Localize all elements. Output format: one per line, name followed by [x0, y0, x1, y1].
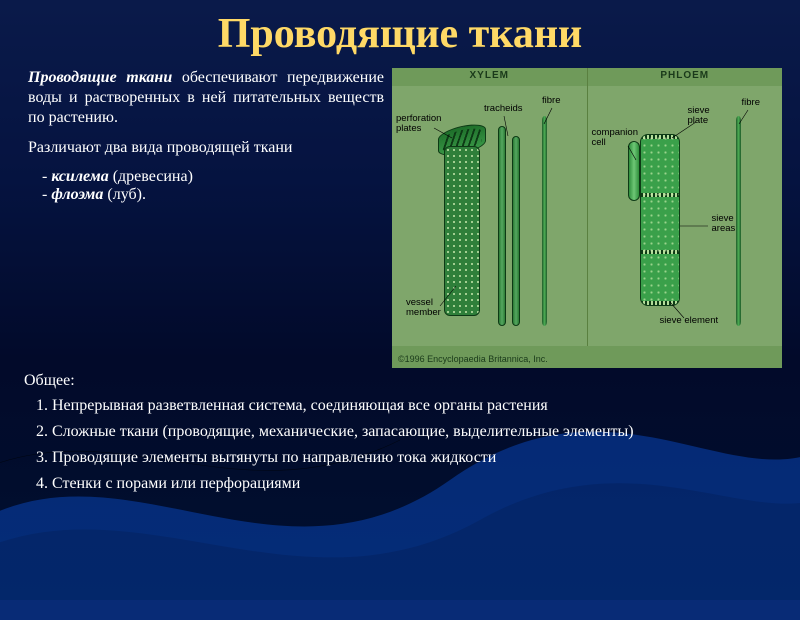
intro-lead: Проводящие ткани	[28, 69, 172, 86]
label-sieve-areas: sieve areas	[712, 214, 736, 234]
xylem-panel: perforation plates tracheids fibre vesse…	[392, 86, 588, 346]
diagram-header-phloem: PHLOEM	[588, 68, 783, 86]
common-heading: Общее:	[24, 372, 776, 390]
list-item: Стенки с порами или перфорациями	[52, 474, 776, 494]
label-xylem-fibre: fibre	[542, 96, 560, 106]
label-phloem-fibre: fibre	[742, 98, 760, 108]
label-tracheids: tracheids	[484, 104, 523, 114]
label-sieve-plate: sieve plate	[688, 106, 710, 126]
phloem-panel: companion cell sieve plate fibre sieve a…	[588, 86, 783, 346]
intro-paragraph: Проводящие ткани обеспечивают передвижен…	[28, 68, 384, 128]
types-list: ксилема (древесина) флоэма (луб).	[42, 168, 384, 204]
list-item: Проводящие элементы вытянуты по направле…	[52, 448, 776, 468]
label-sieve-element: sieve element	[660, 316, 719, 326]
types-heading: Различают два вида проводящей ткани	[28, 138, 384, 158]
list-item: Сложные ткани (проводящие, механические,…	[52, 422, 776, 442]
diagram-copyright: ©1996 Encyclopaedia Britannica, Inc.	[398, 354, 548, 364]
type-item: ксилема (древесина)	[42, 168, 384, 186]
type-item: флоэма (луб).	[42, 186, 384, 204]
label-perforation-plates: perforation plates	[396, 114, 441, 134]
label-vessel-member: vessel member	[406, 298, 441, 318]
common-list: Непрерывная разветвленная система, соеди…	[52, 396, 776, 494]
diagram-header-xylem: XYLEM	[392, 68, 588, 86]
page-title: Проводящие ткани	[0, 0, 800, 58]
list-item: Непрерывная разветвленная система, соеди…	[52, 396, 776, 416]
text-column: Проводящие ткани обеспечивают передвижен…	[28, 68, 384, 368]
xylem-phloem-diagram: XYLEM PHLOEM	[392, 68, 782, 368]
label-companion-cell: companion cell	[592, 128, 638, 148]
